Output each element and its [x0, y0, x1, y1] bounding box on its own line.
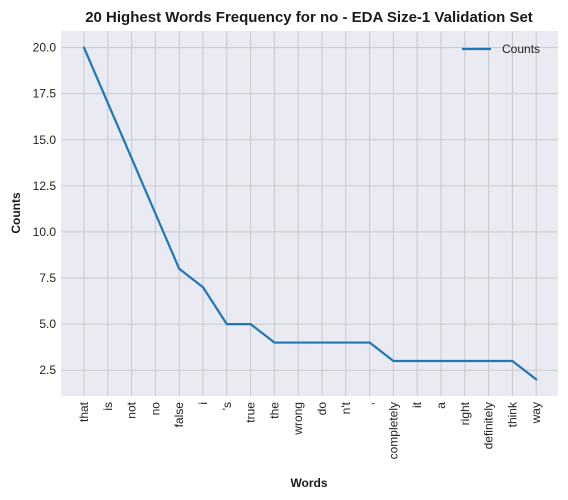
plot-area [61, 31, 558, 396]
x-tick-labels: that is not no false i 's true the wrong do n't, com… [77, 401, 543, 459]
x-tick-label: that [77, 401, 91, 422]
series-layer [82, 46, 538, 381]
x-tick-label: i [196, 402, 210, 405]
legend-label-counts: Counts [502, 42, 540, 56]
y-tick-labels: 2.5 5.0 7.5 10.0 12.5 15.0 17.5 20.0 [33, 41, 57, 378]
x-tick-label: definitely [482, 402, 496, 449]
y-tick-label: 20.0 [33, 41, 57, 55]
x-tick-label: wrong [291, 402, 305, 436]
legend: Counts [462, 42, 540, 56]
x-tick-label: the [267, 402, 281, 419]
x-axis-label: Words [290, 476, 327, 490]
grid [61, 31, 558, 396]
y-tick-label: 2.5 [39, 363, 56, 377]
x-tick-label: n't [339, 401, 353, 414]
y-tick-label: 15.0 [33, 133, 57, 147]
x-tick-label: no [148, 402, 162, 416]
x-tick-label: it [410, 401, 424, 408]
y-tick-label: 7.5 [39, 271, 56, 285]
x-tick-label: , [363, 402, 377, 405]
x-tick-label: think [505, 401, 519, 427]
y-tick-label: 17.5 [33, 87, 57, 101]
x-tick-label: a [434, 402, 448, 409]
x-tick-label: 's [220, 402, 234, 410]
x-tick-label: completely [386, 402, 400, 459]
y-axis-label: Counts [9, 192, 23, 234]
x-tick-label: false [172, 402, 186, 428]
x-tick-label: do [315, 402, 329, 416]
x-tick-label: not [125, 401, 139, 418]
x-tick-label: is [101, 402, 115, 411]
x-tick-label: right [458, 401, 472, 425]
x-tick-label: true [244, 402, 258, 423]
x-tick-label: way [529, 402, 543, 424]
chart-title: 20 Highest Words Frequency for no - EDA … [85, 9, 533, 26]
y-tick-label: 10.0 [33, 225, 57, 239]
series-line-counts [82, 46, 538, 381]
y-tick-label: 12.5 [33, 179, 57, 193]
y-tick-label: 5.0 [39, 317, 56, 331]
